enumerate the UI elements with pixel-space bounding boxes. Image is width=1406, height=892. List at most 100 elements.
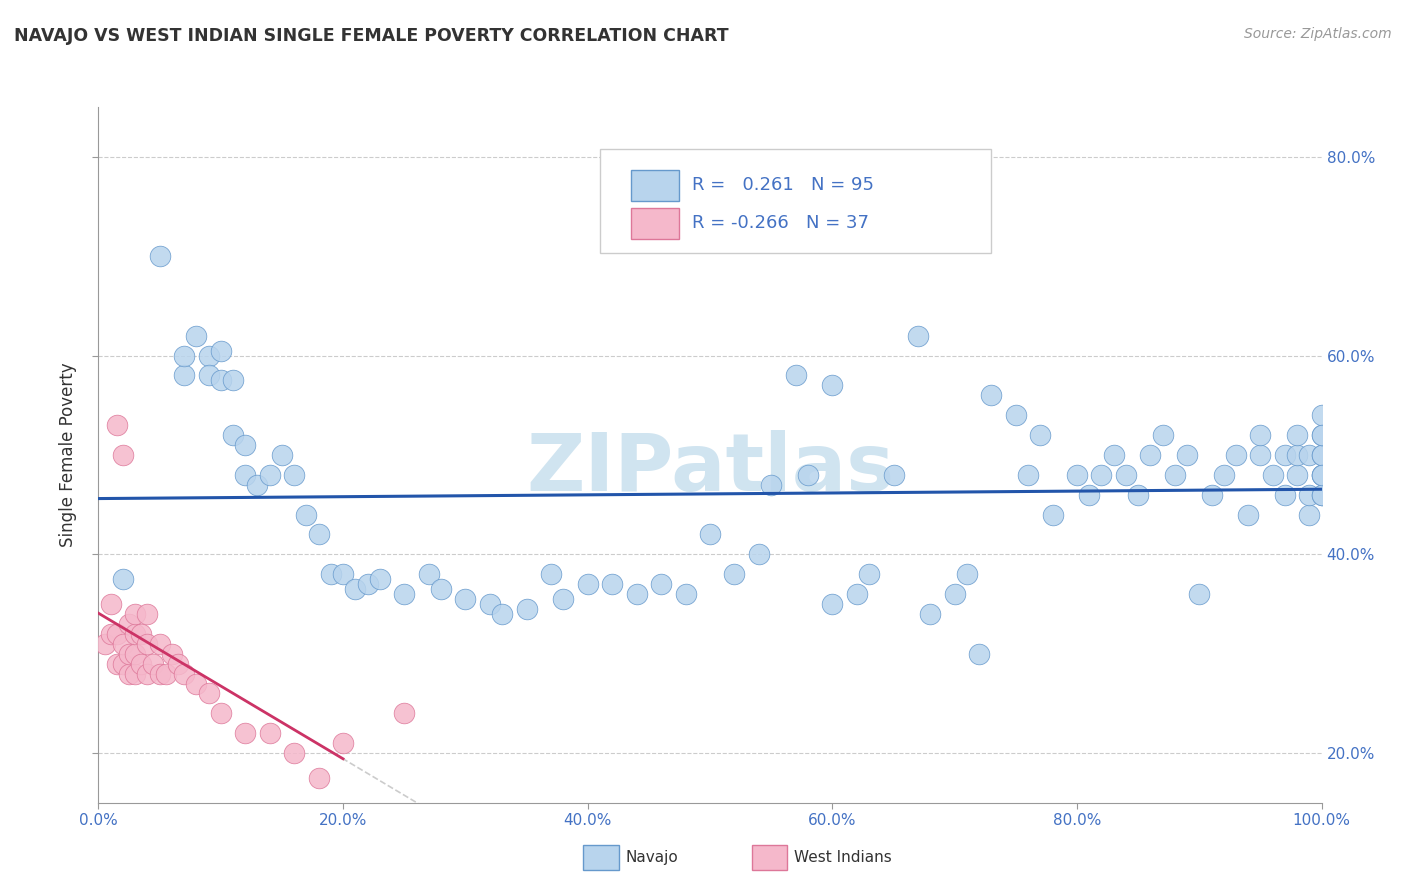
- Point: [430, 582, 453, 596]
- Point: [1310, 488, 1333, 502]
- Bar: [630, 169, 679, 201]
- Point: [1310, 448, 1333, 462]
- Point: [1310, 408, 1333, 422]
- Point: [124, 666, 146, 681]
- Text: West Indians: West Indians: [794, 850, 893, 864]
- Point: [1128, 488, 1150, 502]
- Point: [1310, 488, 1333, 502]
- Point: [105, 657, 128, 671]
- Point: [392, 706, 416, 721]
- Point: [259, 726, 281, 740]
- Point: [1249, 428, 1271, 442]
- Point: [1225, 448, 1247, 462]
- Point: [332, 736, 354, 750]
- Point: [515, 602, 537, 616]
- Text: Navajo: Navajo: [626, 850, 679, 864]
- Text: R = -0.266   N = 37: R = -0.266 N = 37: [692, 214, 869, 232]
- Point: [124, 647, 146, 661]
- Point: [233, 438, 256, 452]
- Point: [1310, 467, 1333, 482]
- Point: [270, 448, 294, 462]
- Point: [491, 607, 513, 621]
- Point: [118, 666, 141, 681]
- Point: [980, 388, 1002, 402]
- Point: [111, 448, 134, 462]
- Point: [118, 647, 141, 661]
- Point: [186, 328, 208, 343]
- Point: [883, 467, 905, 482]
- Point: [100, 597, 122, 611]
- Point: [1042, 508, 1064, 522]
- Point: [478, 597, 501, 611]
- Point: [283, 746, 305, 760]
- Point: [1249, 448, 1271, 462]
- Point: [626, 587, 648, 601]
- Point: [797, 467, 820, 482]
- Point: [1310, 448, 1333, 462]
- Point: [1066, 467, 1088, 482]
- Point: [173, 368, 195, 383]
- Point: [392, 587, 416, 601]
- Point: [1237, 508, 1260, 522]
- Point: [1175, 448, 1198, 462]
- Point: [105, 627, 128, 641]
- Point: [821, 378, 844, 392]
- FancyBboxPatch shape: [600, 149, 991, 253]
- Point: [124, 627, 146, 641]
- Point: [1212, 467, 1234, 482]
- Point: [197, 686, 219, 700]
- Point: [222, 373, 245, 387]
- Point: [540, 567, 562, 582]
- Point: [1310, 428, 1333, 442]
- Point: [149, 666, 172, 681]
- Point: [149, 637, 172, 651]
- Point: [155, 666, 177, 681]
- Point: [319, 567, 342, 582]
- Point: [1298, 448, 1320, 462]
- Point: [845, 587, 868, 601]
- Point: [222, 428, 245, 442]
- Point: [129, 627, 152, 641]
- Point: [858, 567, 880, 582]
- Point: [233, 467, 256, 482]
- Point: [1115, 467, 1137, 482]
- Point: [1298, 508, 1320, 522]
- Point: [600, 577, 623, 591]
- Point: [105, 418, 128, 433]
- Point: [246, 477, 269, 491]
- Point: [1029, 428, 1052, 442]
- Point: [209, 373, 232, 387]
- Point: [1201, 488, 1223, 502]
- Point: [418, 567, 440, 582]
- Point: [956, 567, 979, 582]
- Point: [173, 349, 195, 363]
- Point: [821, 597, 844, 611]
- Point: [111, 572, 134, 586]
- Point: [943, 587, 966, 601]
- Point: [1188, 587, 1211, 601]
- Point: [124, 607, 146, 621]
- Point: [1310, 428, 1333, 442]
- Point: [1164, 467, 1187, 482]
- Point: [675, 587, 697, 601]
- Point: [142, 657, 165, 671]
- Point: [1274, 448, 1296, 462]
- Bar: [630, 208, 679, 239]
- Point: [1102, 448, 1125, 462]
- Point: [761, 477, 783, 491]
- Point: [1090, 467, 1112, 482]
- Point: [356, 577, 378, 591]
- Point: [1286, 467, 1309, 482]
- Text: R =   0.261   N = 95: R = 0.261 N = 95: [692, 176, 873, 194]
- Point: [111, 637, 134, 651]
- Point: [1310, 467, 1333, 482]
- Point: [118, 616, 141, 631]
- Point: [308, 771, 330, 785]
- Point: [699, 527, 721, 541]
- Point: [1286, 448, 1309, 462]
- Point: [650, 577, 672, 591]
- Point: [1017, 467, 1039, 482]
- Text: Source: ZipAtlas.com: Source: ZipAtlas.com: [1244, 27, 1392, 41]
- Point: [160, 647, 183, 661]
- Point: [129, 657, 152, 671]
